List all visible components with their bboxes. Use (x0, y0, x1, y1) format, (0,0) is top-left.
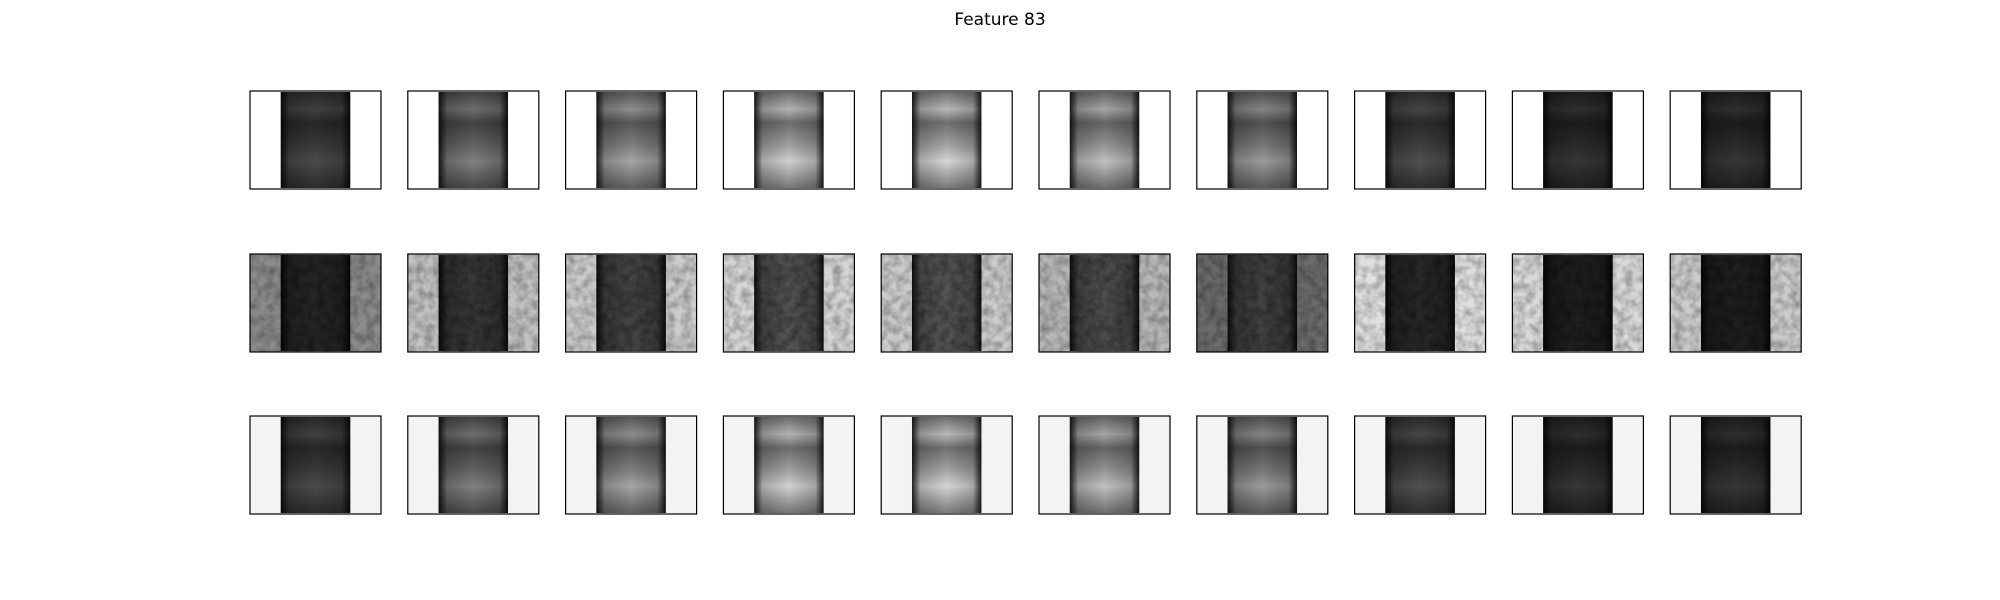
panel-edges (1069, 255, 1140, 351)
panel-frame (722, 415, 856, 515)
panel-frame (249, 90, 382, 190)
panel-edges (1700, 255, 1771, 351)
panel-frame (1353, 90, 1487, 190)
panel-frame (1196, 253, 1329, 353)
panel-edges (438, 255, 509, 351)
panel-frame (1038, 415, 1171, 515)
panel-edges (1543, 417, 1613, 513)
panel-frame (407, 253, 540, 353)
panel-edges (754, 92, 824, 188)
panel-frame (564, 415, 698, 515)
panel-frame (249, 415, 382, 515)
panel-edges (1385, 417, 1455, 513)
panel-edges (596, 255, 666, 351)
panel-frame (1669, 415, 1802, 515)
panel-edges (1385, 255, 1455, 351)
panel-edges (1700, 417, 1771, 513)
panel-frame (880, 415, 1013, 515)
panel-edges (1227, 255, 1298, 351)
panel-edges (911, 417, 982, 513)
panel-edges (1069, 417, 1140, 513)
panel-edges (911, 92, 982, 188)
panel-edges (1385, 92, 1455, 188)
panel-edges (438, 417, 509, 513)
panel-edges (754, 417, 824, 513)
panel-frame (1196, 90, 1329, 190)
panel-frame (1038, 253, 1171, 353)
panel-frame (407, 415, 540, 515)
panel-frame (722, 90, 856, 190)
panel-frame (249, 253, 382, 353)
panel-edges (1227, 417, 1298, 513)
panel-frame (564, 90, 698, 190)
panel-edges (1069, 92, 1140, 188)
panel-edges (438, 92, 509, 188)
panel-edges (754, 255, 824, 351)
panel-frame (880, 253, 1013, 353)
panel-frame (1511, 253, 1645, 353)
panel-frame (1353, 253, 1487, 353)
panel-frame (1669, 90, 1802, 190)
panel-edges (280, 255, 351, 351)
panel-frame (1511, 90, 1645, 190)
panel-edges (280, 92, 351, 188)
figure-title: Feature 83 (954, 10, 1045, 30)
panel-edges (1700, 92, 1771, 188)
panel-frame (1196, 415, 1329, 515)
panel-edges (596, 417, 666, 513)
panel-edges (911, 255, 982, 351)
panel-frame (1038, 90, 1171, 190)
panel-edges (280, 417, 351, 513)
panel-frame (880, 90, 1013, 190)
panel-edges (1543, 255, 1613, 351)
panel-frame (1511, 415, 1645, 515)
panel-frame (407, 90, 540, 190)
panel-frame (1669, 253, 1802, 353)
panel-frame (564, 253, 698, 353)
panel-frame (1353, 415, 1487, 515)
panel-edges (596, 92, 666, 188)
panel-edges (1227, 92, 1298, 188)
panel-frame (722, 253, 856, 353)
panel-edges (1543, 92, 1613, 188)
